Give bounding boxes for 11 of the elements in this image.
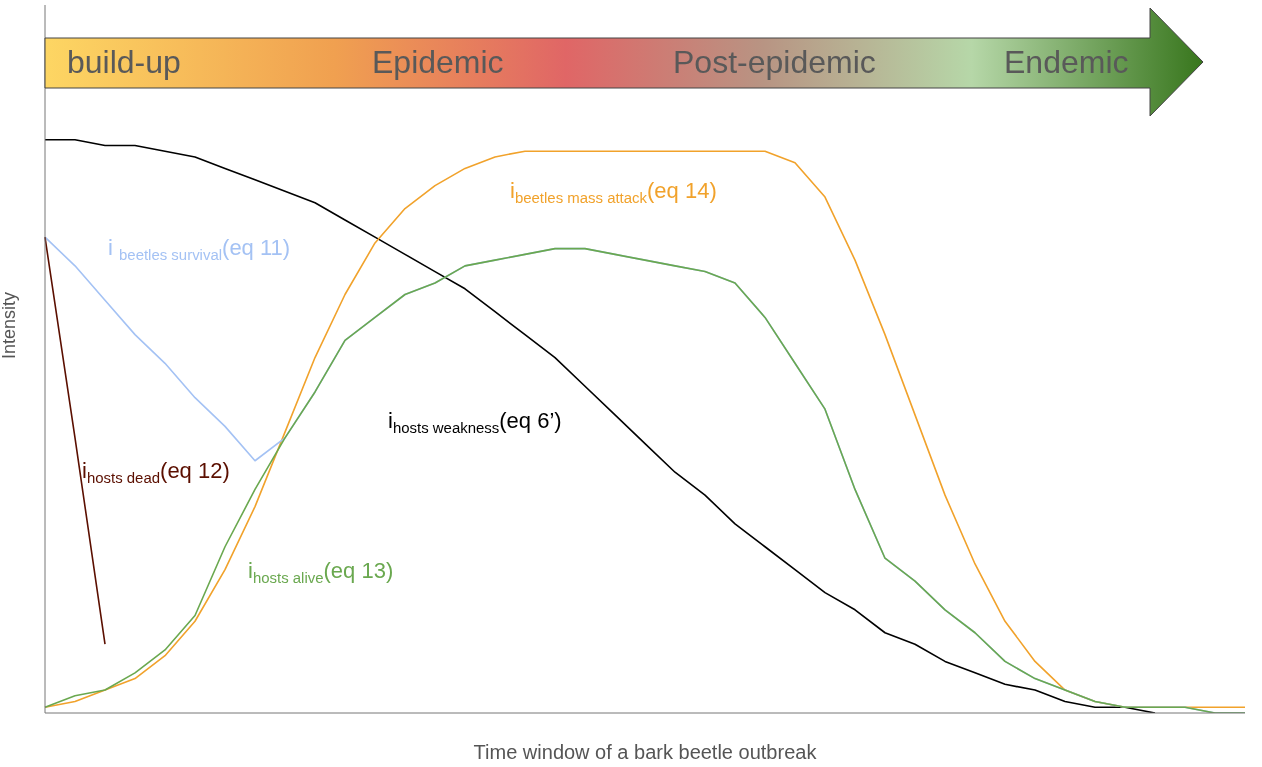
series-label: i$_{hosts weakness}$(eq 6’) — [388, 408, 562, 436]
text: Endemic — [1004, 44, 1129, 80]
series-label: i$_{hosts alive}$(eq 13) — [248, 558, 394, 586]
y-axis-title: Intensity — [0, 291, 20, 359]
series-label: i$_{hosts dead}$(eq 12) — [82, 458, 230, 486]
text: Post-epidemic — [673, 44, 876, 80]
series-label: i$_{beetles mass attack}$(eq 14) — [510, 178, 717, 206]
x-axis-title: Time window of a bark beetle outbreak — [473, 741, 818, 763]
text: Epidemic — [372, 44, 504, 80]
text: build-up — [67, 44, 181, 80]
series-label: i $_{beetles survival}$(eq 11) — [108, 235, 291, 263]
